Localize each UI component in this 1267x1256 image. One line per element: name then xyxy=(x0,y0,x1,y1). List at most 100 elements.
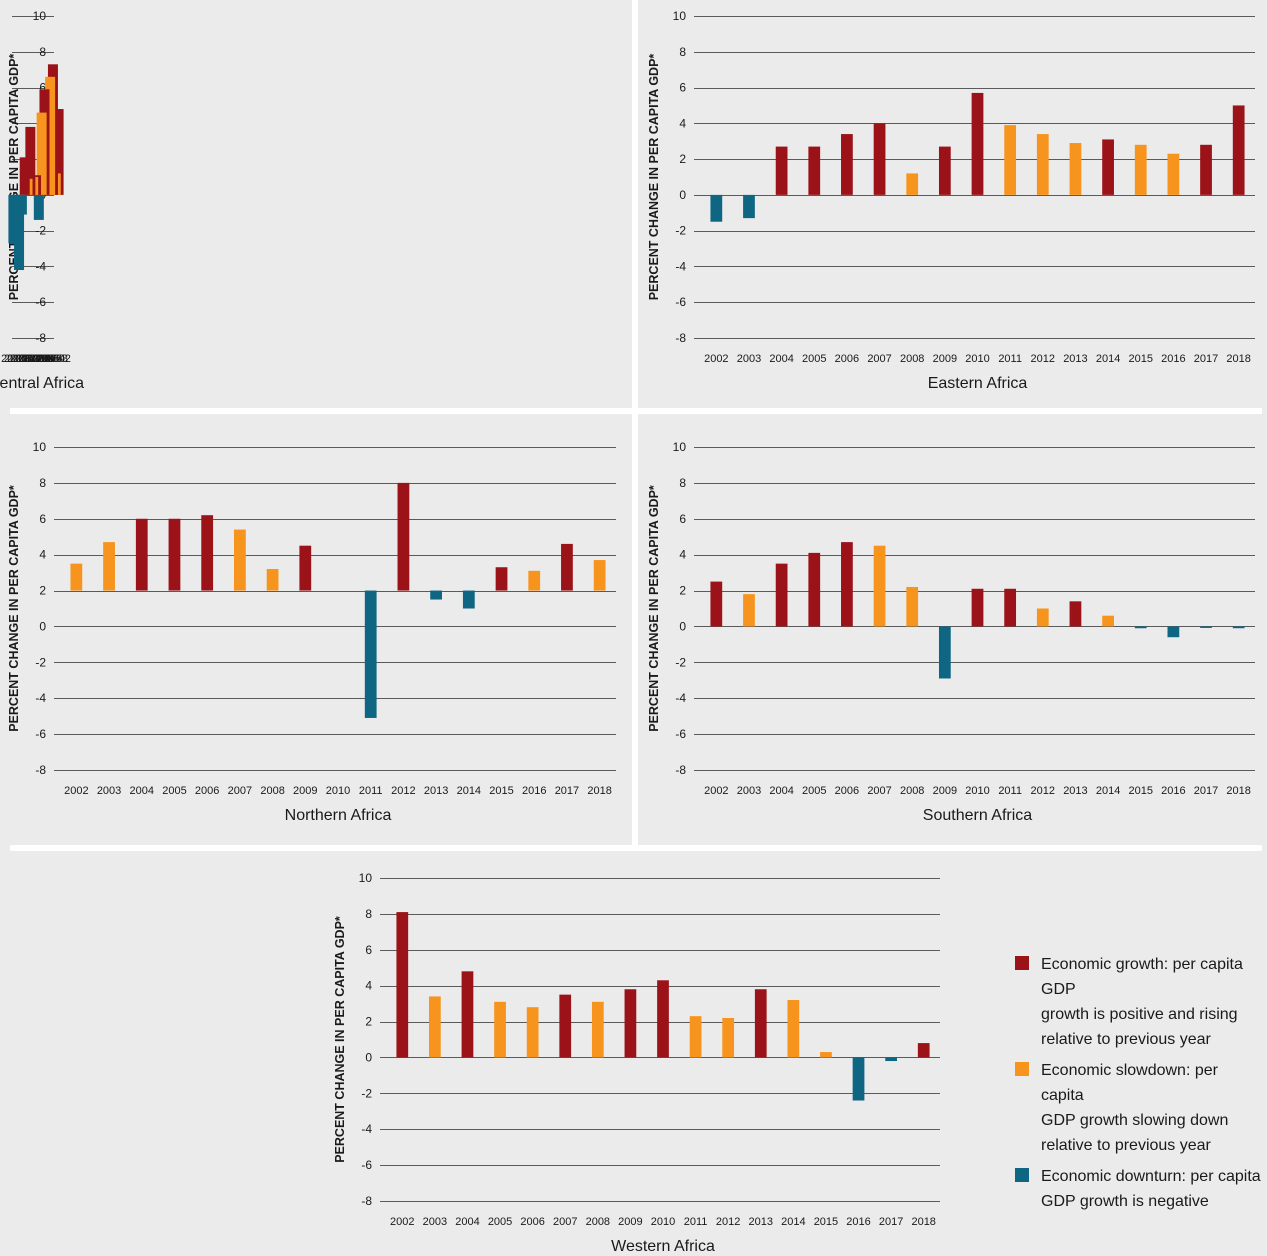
y-tick-label: -4 xyxy=(361,1122,372,1136)
chart-panel-southern-africa: 10 8 6 4 2 0 -2 -4 -6 -8 PERCENT CHANGE IN PER CAP… xyxy=(638,414,1267,845)
x-tick-label: 2010 xyxy=(326,785,350,797)
y-tick-label: -6 xyxy=(35,727,46,741)
y-tick-label: 10 xyxy=(673,440,687,454)
bar-2018 xyxy=(8,194,19,244)
gridlines xyxy=(54,447,616,771)
y-tick-label: 10 xyxy=(673,9,687,23)
x-tick-label: 2017 xyxy=(879,1216,903,1228)
x-tick-label: 2013 xyxy=(424,785,448,797)
x-tick-label: 2011 xyxy=(359,785,383,797)
x-tick-label: 2015 xyxy=(1128,785,1152,797)
x-tick-label: 2002 xyxy=(64,785,88,797)
y-tick-label: -8 xyxy=(35,763,46,777)
bar-2004 xyxy=(461,971,474,1058)
horizontal-divider-lower xyxy=(10,845,1262,851)
bar-2004 xyxy=(775,563,788,627)
x-tick-label: 2009 xyxy=(933,785,957,797)
y-tick-label: 0 xyxy=(679,619,686,633)
x-tick-label: 2009 xyxy=(293,785,317,797)
legend-swatch-downturn xyxy=(1015,1168,1029,1182)
x-tick-label: 2013 xyxy=(1063,785,1087,797)
y-tick-label: 4 xyxy=(679,548,686,562)
bar-2018 xyxy=(1232,626,1245,629)
bar-2010 xyxy=(657,980,669,1058)
x-tick-label: 2018 xyxy=(1226,353,1250,365)
x-tick-label: 2008 xyxy=(900,353,924,365)
bar-2010 xyxy=(971,92,984,195)
bar-2012 xyxy=(1036,608,1049,627)
bar-2008 xyxy=(36,112,47,195)
bar-2008 xyxy=(906,173,919,195)
x-tick-label: 2002 xyxy=(46,353,70,365)
y-tick-label: -6 xyxy=(361,1158,372,1172)
x-tick-label: 2013 xyxy=(749,1216,773,1228)
bar-2018 xyxy=(917,1043,930,1058)
y-tick-label: -8 xyxy=(361,1194,372,1208)
x-tick-label: 2007 xyxy=(32,353,56,365)
x-tick-label: 2011 xyxy=(998,785,1022,797)
x-tick-label: 2010 xyxy=(24,353,48,365)
x-tick-label: 2014 xyxy=(1096,353,1120,365)
x-tick-label: 2016 xyxy=(522,785,546,797)
x-tick-label: 2016 xyxy=(1161,785,1185,797)
x-tick-label: 2006 xyxy=(520,1216,544,1228)
bar-2003 xyxy=(103,542,115,591)
bar-2005 xyxy=(494,1001,506,1058)
y-tick-label: -8 xyxy=(675,763,686,777)
bar-2017 xyxy=(1200,144,1212,195)
y-tick-label: -2 xyxy=(675,655,686,669)
horizontal-divider-upper xyxy=(10,408,1262,414)
chart-title: Southern Africa xyxy=(923,807,1033,824)
chart-panel-northern-africa: 10 8 6 4 2 0 -2 -4 -6 -8 PERCENT CHANGE IN PER CAP… xyxy=(0,414,632,845)
x-tick-label: 2005 xyxy=(802,353,826,365)
bar-2008 xyxy=(906,586,919,627)
bar-2013 xyxy=(1069,143,1082,195)
y-tick-label: -2 xyxy=(361,1086,372,1100)
x-tick-label: 2008 xyxy=(260,785,284,797)
x-tick-label: 2014 xyxy=(457,785,481,797)
legend-item-downturn: Economic downturn: per capita GDP growth… xyxy=(1015,1164,1265,1214)
bar-2012 xyxy=(397,482,410,591)
x-tick-label: 2004 xyxy=(455,1216,479,1228)
y-tick-label: -8 xyxy=(35,331,46,345)
x-tick-label: 2012 xyxy=(1031,353,1055,365)
bar-2007 xyxy=(559,994,572,1058)
y-axis-label: PERCENT CHANGE IN PER CAPITA GDP* xyxy=(647,54,661,301)
bar-2006 xyxy=(201,515,214,591)
y-tick-label: -6 xyxy=(675,727,686,741)
y-tick-label: -2 xyxy=(675,224,686,238)
bar-2014 xyxy=(1102,139,1114,195)
y-tick-label: -4 xyxy=(675,691,686,705)
x-tick-label: 2015 xyxy=(1128,353,1152,365)
x-tick-label: 2010 xyxy=(965,353,989,365)
x-tick-label: 2014 xyxy=(12,353,36,365)
x-tick-label: 2016 xyxy=(1161,353,1185,365)
x-tick-label: 2009 xyxy=(27,353,51,365)
chart-title: Eastern Africa xyxy=(928,375,1028,392)
y-tick-label: -6 xyxy=(675,295,686,309)
bar-2018 xyxy=(593,560,606,591)
x-tick-label: 2014 xyxy=(781,1216,805,1228)
x-tick-label: 2015 xyxy=(10,353,34,365)
bar-2011 xyxy=(1004,125,1017,195)
x-tick-label: 2005 xyxy=(38,353,62,365)
x-tick-label: 2005 xyxy=(802,785,826,797)
gridlines xyxy=(694,16,1255,339)
x-tick-label: 2005 xyxy=(488,1216,512,1228)
x-tick-label: 2017 xyxy=(1194,785,1218,797)
chart-svg-northern-africa: 10 8 6 4 2 0 -2 -4 -6 -8 PERCENT CHANGE IN PER CAP… xyxy=(7,440,616,824)
x-tick-label: 2007 xyxy=(228,785,252,797)
y-tick-label: -4 xyxy=(675,259,686,273)
x-tick-label: 2006 xyxy=(195,785,219,797)
bar-2013 xyxy=(1069,601,1082,627)
y-tick-label: 4 xyxy=(679,116,686,130)
chart-svg-southern-africa: 10 8 6 4 2 0 -2 -4 -6 -8 PERCENT CHANGE IN PER CAP… xyxy=(647,440,1255,824)
bar-2010 xyxy=(971,588,984,627)
y-tick-label: 0 xyxy=(679,188,686,202)
x-tick-label: 2018 xyxy=(587,785,611,797)
x-tick-label: 2018 xyxy=(1,353,25,365)
x-tick-label: 2006 xyxy=(835,785,859,797)
x-tick-label: 2010 xyxy=(965,785,989,797)
bar-2003 xyxy=(743,594,755,627)
